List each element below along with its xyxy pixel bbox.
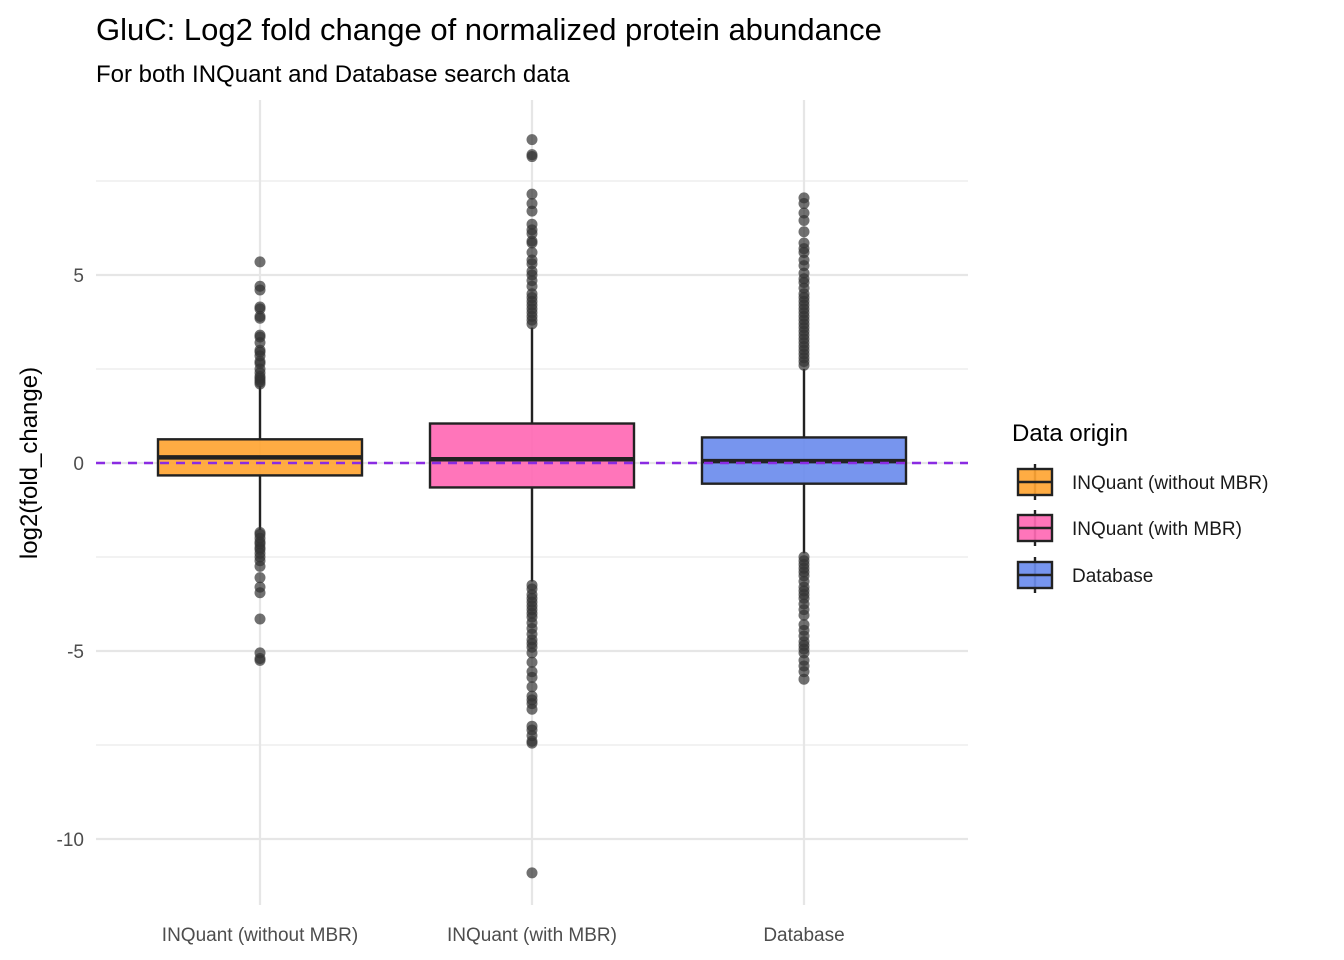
outlier-point [526,647,538,659]
legend-key-0 [1016,464,1054,500]
outlier-point [798,214,810,226]
outlier-point [526,228,538,240]
outlier-point [254,654,266,666]
chart-title: GluC: Log2 fold change of normalized pro… [96,12,882,47]
outlier-point [526,318,538,330]
legend-label: INQuant (without MBR) [1072,473,1268,494]
outlier-point [526,867,538,879]
legend-label: Database [1072,566,1153,587]
y-tick-label: -10 [57,830,84,851]
outlier-point [254,587,266,599]
y-axis-title: log2(fold_change) [16,367,43,559]
outlier-point [798,673,810,685]
x-tick-label: Database [763,925,844,946]
outlier-point [526,198,538,210]
y-tick-label: 5 [73,266,84,287]
outlier-point [526,703,538,715]
outlier-point [526,237,538,249]
boxes [156,134,908,879]
outlier-point [526,134,538,146]
outlier-point [798,359,810,371]
chart-subtitle: For both INQuant and Database search dat… [96,61,570,88]
x-axis-ticks: INQuant (without MBR) INQuant (with MBR) D… [162,925,845,946]
outlier-point [526,205,538,217]
outlier-point [254,312,266,324]
outlier-point [526,151,538,163]
box-body [428,422,636,489]
legend-label: INQuant (with MBR) [1072,519,1242,540]
outlier-point [254,303,266,315]
outlier-point [798,207,810,219]
x-tick-label: INQuant (with MBR) [447,925,617,946]
outlier-point [526,681,538,693]
outlier-point [798,226,810,238]
outlier-point [798,260,810,272]
outlier-point [526,258,538,270]
outlier-point [526,671,538,683]
outlier-point [526,246,538,258]
outlier-point [526,188,538,200]
outlier-point [526,737,538,749]
outlier-point [798,609,810,621]
outlier-point [254,337,266,349]
y-axis-ticks: -10 -5 0 5 [57,266,84,851]
outlier-point [526,280,538,292]
box-2 [700,192,908,685]
y-tick-label: -5 [67,642,84,663]
legend: Data origin INQuant (without MBR) INQuant… [1012,420,1268,593]
legend-key-1 [1016,510,1054,546]
outlier-point [798,647,810,659]
x-tick-label: INQuant (without MBR) [162,925,358,946]
y-tick-label: 0 [73,454,84,475]
outlier-point [254,378,266,390]
outlier-point [254,560,266,572]
outlier-point [526,656,538,668]
outlier-point [254,284,266,296]
legend-key-2 [1016,557,1054,593]
box-0 [156,256,364,666]
outlier-point [798,198,810,210]
legend-title: Data origin [1012,420,1128,447]
outlier-point [798,246,810,258]
outlier-point [254,613,266,625]
outlier-point [254,256,266,268]
outlier-point [798,666,810,678]
outlier-point [254,572,266,584]
box-1 [428,134,636,879]
